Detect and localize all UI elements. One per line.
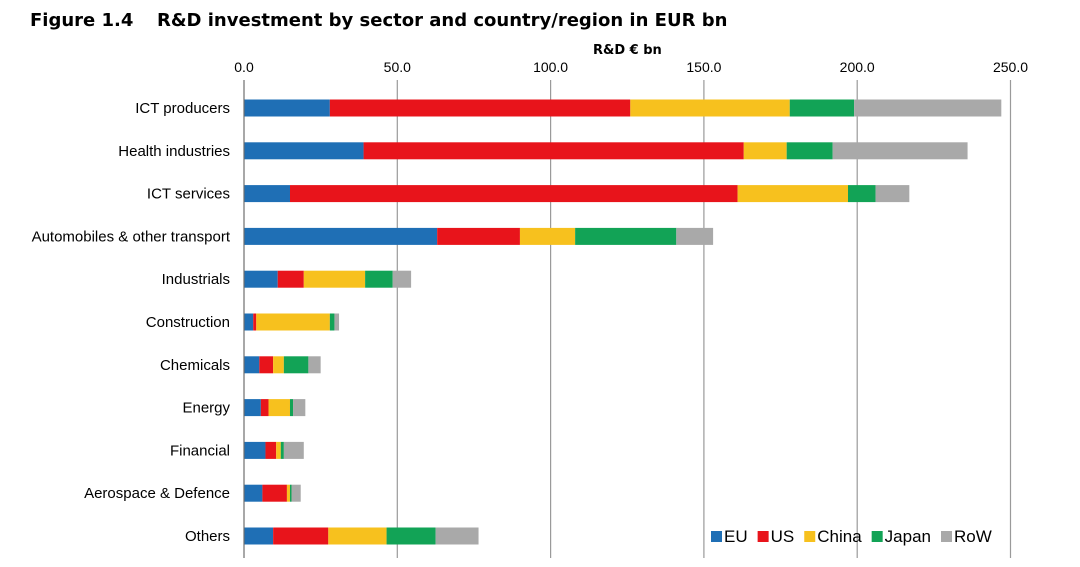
- bar-segment-row: [875, 185, 910, 203]
- axis-unit-label: R&D € bn: [593, 43, 662, 58]
- bar-segment-row: [676, 227, 714, 245]
- category-label: ICT services: [147, 186, 230, 203]
- bar-segment-row: [308, 356, 321, 374]
- bar-segment-japan: [289, 484, 292, 502]
- bar-segment-row: [283, 441, 304, 459]
- category-label: Industrials: [162, 271, 230, 288]
- category-label: Construction: [146, 314, 230, 331]
- legend-label: China: [817, 527, 862, 546]
- bar-segment-eu: [244, 270, 278, 288]
- category-label: Financial: [170, 442, 230, 459]
- category-label: Chemicals: [160, 357, 230, 374]
- bar-segment-japan: [575, 227, 677, 245]
- bar-segment-row: [293, 399, 306, 417]
- x-tick-label: 250.0: [993, 59, 1028, 75]
- legend-item-row: RoW: [941, 527, 992, 546]
- bar-segment-japan: [789, 99, 855, 117]
- category-label: Energy: [182, 400, 230, 417]
- x-tick-label: 0.0: [234, 59, 254, 75]
- bar-segment-eu: [244, 313, 254, 331]
- category-label: ICT producers: [135, 100, 230, 117]
- x-tick-label: 50.0: [384, 59, 411, 75]
- bar-segment-japan: [283, 356, 309, 374]
- bar-segment-row: [854, 99, 1002, 117]
- legend-item-japan: Japan: [871, 527, 931, 546]
- figure-number: Figure 1.4: [30, 10, 134, 31]
- figure-title-text: R&D investment by sector and country/reg…: [157, 10, 728, 31]
- bar-segment-china: [268, 399, 290, 417]
- bar-segment-china: [519, 227, 576, 245]
- bar-segment-us: [363, 142, 744, 160]
- bar-segment-us: [329, 99, 631, 117]
- bar-segment-us: [273, 527, 329, 545]
- figure-title: Figure 1.4 R&D investment by sector and c…: [30, 10, 727, 31]
- bar-segment-japan: [365, 270, 393, 288]
- bar-segment-us: [260, 399, 269, 417]
- bar-segment-us: [277, 270, 304, 288]
- bar-segment-china: [743, 142, 787, 160]
- bar-segment-eu: [244, 142, 364, 160]
- legend-item-china: China: [804, 527, 862, 546]
- bar-segment-china: [256, 313, 330, 331]
- category-label: Others: [185, 528, 230, 545]
- bar-segment-china: [273, 356, 284, 374]
- category-label: Aerospace & Defence: [84, 485, 230, 502]
- bar-segment-japan: [786, 142, 833, 160]
- legend-swatch: [757, 531, 769, 542]
- category-label: Automobiles & other transport: [32, 228, 231, 245]
- bar-segment-eu: [244, 484, 263, 502]
- legend-label: EU: [724, 527, 748, 546]
- bar-segment-eu: [244, 399, 261, 417]
- bar-segment-us: [253, 313, 257, 331]
- bar-segment-us: [259, 356, 274, 374]
- bar-segment-japan: [329, 313, 335, 331]
- x-tick-label: 100.0: [533, 59, 568, 75]
- bar-segment-china: [630, 99, 790, 117]
- bar-segment-japan: [289, 399, 294, 417]
- legend-item-eu: EU: [711, 527, 748, 546]
- x-tick-label: 150.0: [686, 59, 721, 75]
- x-tick-label: 200.0: [840, 59, 875, 75]
- bar-segment-eu: [244, 99, 330, 117]
- bar-segment-eu: [244, 441, 266, 459]
- legend-swatch: [804, 531, 816, 542]
- bar-segment-japan: [280, 441, 284, 459]
- legend-label: US: [771, 527, 795, 546]
- bar-segment-eu: [244, 356, 260, 374]
- bar-segment-us: [437, 227, 520, 245]
- bar-segment-china: [276, 441, 281, 459]
- bar-segment-china: [737, 185, 849, 203]
- legend-swatch: [941, 531, 952, 542]
- bar-segment-us: [265, 441, 277, 459]
- bar-segment-us: [262, 484, 287, 502]
- bar-segment-row: [435, 527, 479, 545]
- bar-segment-row: [334, 313, 340, 331]
- legend-label: RoW: [954, 527, 992, 546]
- bar-segment-us: [289, 185, 738, 203]
- legend-label: Japan: [885, 527, 931, 546]
- legend-item-us: US: [757, 527, 795, 546]
- bar-segment-china: [286, 484, 290, 502]
- bar-segment-china: [303, 270, 366, 288]
- bar-segment-japan: [386, 527, 436, 545]
- bar-segment-eu: [244, 227, 438, 245]
- legend-swatch: [711, 531, 722, 542]
- bar-segment-row: [291, 484, 301, 502]
- bar-segment-eu: [244, 527, 274, 545]
- bar-segment-china: [328, 527, 387, 545]
- bar-segment-row: [832, 142, 968, 160]
- category-label: Health industries: [118, 143, 230, 160]
- bar-segment-japan: [848, 185, 876, 203]
- bar-segment-eu: [244, 185, 290, 203]
- legend-swatch: [871, 531, 883, 542]
- bar-segment-row: [392, 270, 412, 288]
